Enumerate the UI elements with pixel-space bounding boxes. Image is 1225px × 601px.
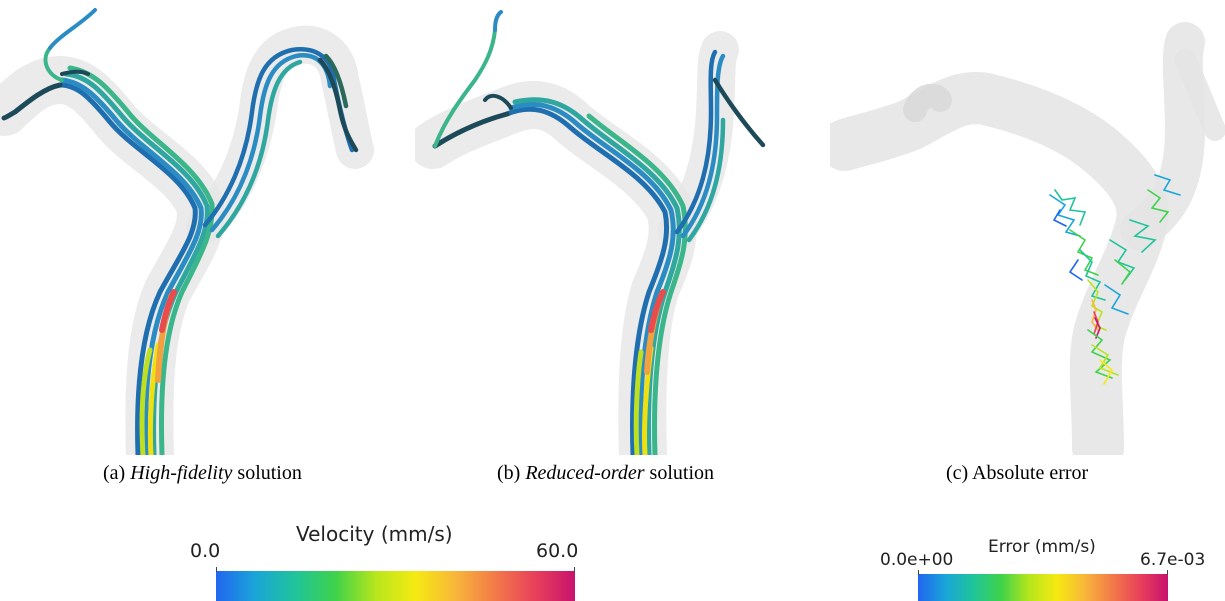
caption-letter: (c) bbox=[946, 462, 969, 484]
colorbar-tick bbox=[918, 570, 919, 575]
caption-rest: solution bbox=[232, 462, 302, 484]
velocity-colorbar-max-label: 60.0 bbox=[536, 540, 579, 562]
error-colorbar-title: Error (mm/s) bbox=[988, 537, 1096, 557]
caption-reduced-order: (b) Reduced-order solution bbox=[497, 462, 714, 485]
caption-emphasis: High-fidelity bbox=[130, 462, 233, 484]
caption-absolute-error: (c) Absolute error bbox=[946, 462, 1088, 485]
caption-rest: solution bbox=[644, 462, 714, 484]
caption-letter: (b) bbox=[497, 462, 521, 484]
colorbar-tick bbox=[1167, 570, 1168, 575]
vessel-streamline-render bbox=[0, 8, 374, 455]
caption-rest: Absolute error bbox=[972, 462, 1089, 484]
high-fidelity-streamline-view bbox=[0, 0, 380, 455]
colorbar-tick bbox=[574, 567, 575, 572]
reduced-order-streamline-view bbox=[415, 0, 795, 455]
vessel-error-render bbox=[830, 22, 1225, 455]
vessel-streamline-render bbox=[415, 10, 766, 455]
caption-high-fidelity: (a) High-fidelity solution bbox=[103, 462, 302, 485]
error-colorbar-max-label: 6.7e-03 bbox=[1140, 550, 1206, 570]
absolute-error-view bbox=[830, 0, 1225, 455]
velocity-colorbar-title: Velocity (mm/s) bbox=[296, 522, 453, 546]
caption-emphasis: Reduced-order bbox=[525, 462, 645, 484]
caption-letter: (a) bbox=[103, 462, 126, 484]
colorbar-tick bbox=[216, 567, 217, 572]
velocity-colorbar bbox=[216, 567, 575, 601]
error-colorbar bbox=[918, 570, 1168, 601]
error-colorbar-min-label: 0.0e+00 bbox=[880, 550, 954, 570]
velocity-colorbar-min-label: 0.0 bbox=[190, 540, 221, 562]
